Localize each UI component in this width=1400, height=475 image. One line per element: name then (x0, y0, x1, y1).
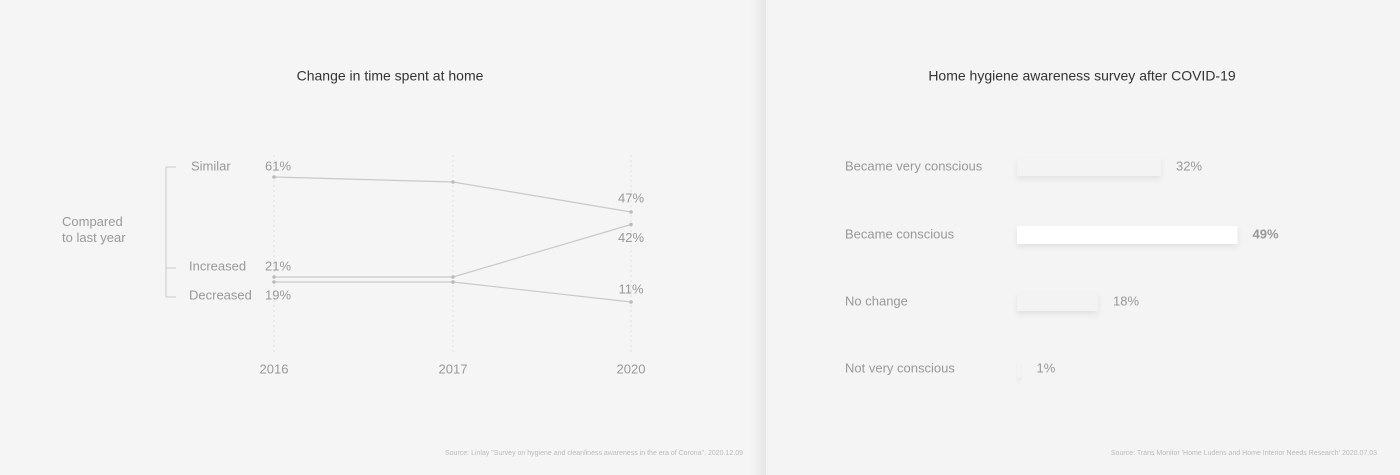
bar (1017, 158, 1161, 176)
group-label: Compared to last year (62, 214, 126, 245)
legend-label: Increased (189, 258, 246, 273)
value-label: 21% (265, 258, 291, 273)
category-label: Became conscious (845, 226, 955, 241)
x-tick-label: 2016 (260, 361, 289, 376)
chart-title: Change in time spent at home (297, 68, 484, 84)
value-label: 1% (1037, 360, 1056, 375)
source-note: Source: Trans Monitor 'Home Ludens and H… (1111, 450, 1377, 457)
source-note: Source: Linlay "Survey on hygiene and cl… (445, 450, 743, 457)
point (272, 280, 276, 284)
value-label: 42% (618, 230, 644, 245)
bracket (165, 166, 176, 298)
panel-divider (750, 0, 766, 475)
legend-label: Decreased (189, 287, 252, 302)
point (451, 275, 455, 279)
point (451, 280, 455, 284)
bar (1017, 226, 1238, 244)
value-label: 18% (1113, 293, 1139, 308)
value-label: 11% (618, 281, 643, 296)
category-label: Not very conscious (845, 360, 955, 375)
x-tick-label: 2020 (617, 361, 646, 376)
point (629, 210, 633, 214)
chart-title: Home hygiene awareness survey after COVI… (928, 68, 1236, 84)
bar (1017, 360, 1022, 378)
point (629, 300, 633, 304)
x-tick-label: 2017 (439, 361, 468, 376)
bar (1017, 293, 1098, 311)
legend-label: Similar (191, 158, 231, 173)
point (629, 222, 633, 227)
point (451, 180, 455, 184)
category-label: Became very conscious (845, 158, 983, 173)
point (272, 275, 276, 279)
category-label: No change (845, 293, 908, 308)
value-label: 61% (265, 158, 291, 173)
value-label: 47% (618, 190, 644, 205)
value-label: 49% (1253, 226, 1279, 241)
value-label: 32% (1176, 158, 1202, 173)
value-label: 19% (265, 287, 291, 302)
point (272, 175, 276, 179)
